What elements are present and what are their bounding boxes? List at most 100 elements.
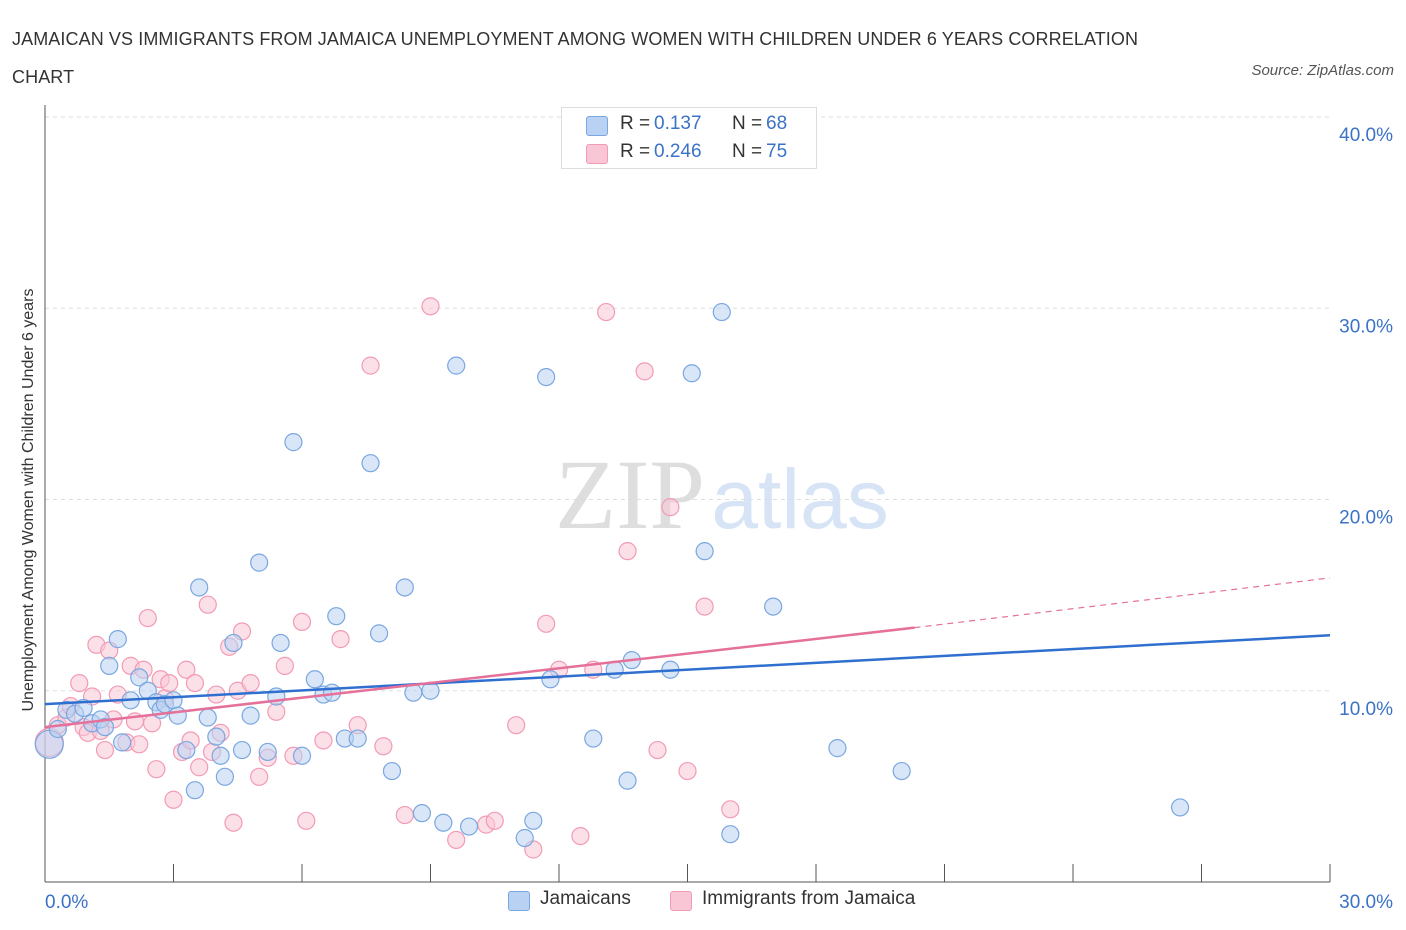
immigrants-trend-extension xyxy=(914,577,1331,629)
jamaicans-point xyxy=(215,767,234,786)
y-axis-label: Unemployment Among Women with Children U… xyxy=(20,288,37,712)
legend-swatch-blue xyxy=(508,891,530,911)
immigrants-point xyxy=(571,826,590,846)
immigrants-point xyxy=(678,761,697,781)
jamaicans-point xyxy=(412,804,432,823)
immigrants-point xyxy=(648,740,667,760)
legend-swatch-pink xyxy=(586,144,608,164)
immigrants-point xyxy=(241,673,260,693)
immigrants-point xyxy=(138,608,157,628)
immigrants-point xyxy=(95,740,115,760)
jamaicans-point xyxy=(1170,798,1190,817)
immigrants-point xyxy=(70,673,89,693)
tick-labels: 10.0% 20.0% 30.0% 40.0% 0.0% 30.0% xyxy=(45,125,1393,913)
r-value: 0.137 xyxy=(654,113,702,134)
immigrants-point xyxy=(695,597,714,616)
immigrants-point xyxy=(185,673,205,693)
jamaicans-point xyxy=(190,578,209,597)
immigrants-point xyxy=(292,612,312,632)
immigrants-point xyxy=(275,656,294,675)
jamaicans-point xyxy=(241,706,260,725)
series-jamaicans-points xyxy=(34,302,1190,848)
n-label: N = xyxy=(732,113,763,134)
immigrants-point xyxy=(395,805,414,825)
chart-title: JAMAICAN VS IMMIGRANTS FROM JAMAICA UNEM… xyxy=(12,29,1139,87)
jamaicans-point xyxy=(305,670,324,689)
immigrants-point xyxy=(661,498,680,517)
jamaicans-point xyxy=(524,811,543,830)
immigrants-trend-line xyxy=(44,626,915,729)
jamaicans-point xyxy=(108,630,127,649)
immigrants-point xyxy=(250,767,269,786)
jamaicans-point xyxy=(541,670,560,689)
immigrants-point xyxy=(374,737,393,756)
immigrants-point xyxy=(164,790,183,809)
r-value: 0.246 xyxy=(654,141,702,162)
jamaicans-point xyxy=(250,553,269,572)
jamaicans-point xyxy=(130,668,149,687)
legend-swatch-pink xyxy=(670,891,692,911)
jamaicans-point xyxy=(515,828,534,848)
immigrants-point xyxy=(130,735,149,754)
immigrants-point xyxy=(224,813,243,832)
jamaicans-point xyxy=(198,708,217,727)
jamaicans-point xyxy=(447,356,466,375)
jamaicans-point xyxy=(682,364,701,383)
jamaicans-point xyxy=(395,578,414,597)
jamaicans-point xyxy=(207,727,226,746)
y-tick-label: 10.0% xyxy=(1339,699,1393,720)
immigrants-point xyxy=(537,614,556,633)
jamaicans-point xyxy=(48,719,67,739)
jamaicans-point xyxy=(185,781,205,800)
jamaicans-point xyxy=(618,771,637,790)
watermark-atlas: atlas xyxy=(711,452,888,546)
watermark: ZIP atlas xyxy=(555,439,889,550)
jamaicans-point xyxy=(537,368,556,387)
jamaicans-point xyxy=(164,691,183,710)
x-tick-label-max: 30.0% xyxy=(1339,892,1393,913)
immigrants-point xyxy=(314,731,333,750)
jamaicans-point xyxy=(112,733,132,752)
source-label: Source: ZipAtlas.com xyxy=(1251,62,1394,79)
immigrants-point xyxy=(361,356,380,375)
jamaicans-point xyxy=(584,729,603,748)
jamaicans-point xyxy=(712,302,731,322)
immigrants-point xyxy=(177,660,196,679)
jamaicans-point xyxy=(232,740,252,760)
trend-lines xyxy=(44,577,1331,729)
immigrants-point xyxy=(721,800,740,819)
jamaicans-point xyxy=(211,746,230,765)
jamaicans-point xyxy=(459,817,479,836)
y-tick-label: 40.0% xyxy=(1339,125,1393,146)
immigrants-point xyxy=(635,362,654,381)
legend-label: Jamaicans xyxy=(540,888,631,909)
jamaicans-point xyxy=(327,607,346,626)
n-label: N = xyxy=(732,141,763,162)
immigrants-point xyxy=(267,702,286,721)
immigrants-point xyxy=(421,297,440,316)
grid-lines xyxy=(45,116,1330,692)
jamaicans-point xyxy=(74,698,93,718)
immigrants-point xyxy=(198,595,217,614)
jamaicans-point xyxy=(695,542,714,561)
immigrants-point xyxy=(507,716,526,735)
jamaicans-point xyxy=(434,813,453,832)
immigrants-point xyxy=(331,630,350,649)
correlation-legend: R = 0.137 N = 68 R = 0.246 N = 75 xyxy=(561,107,817,169)
jamaicans-point xyxy=(271,633,290,653)
y-tick-label: 20.0% xyxy=(1339,508,1393,529)
y-tick-label: 30.0% xyxy=(1339,316,1393,337)
immigrants-point xyxy=(160,673,179,693)
jamaicans-point xyxy=(224,633,243,653)
jamaicans-point xyxy=(348,729,367,748)
jamaicans-point xyxy=(828,739,847,758)
immigrants-point xyxy=(147,760,166,779)
watermark-zip: ZIP xyxy=(555,439,705,550)
immigrants-point xyxy=(447,830,466,850)
jamaicans-point xyxy=(382,761,402,781)
immigrants-point xyxy=(618,542,637,561)
jamaicans-point xyxy=(721,825,740,844)
jamaicans-trend-line xyxy=(44,634,1331,706)
legend-swatch-blue xyxy=(586,116,608,136)
